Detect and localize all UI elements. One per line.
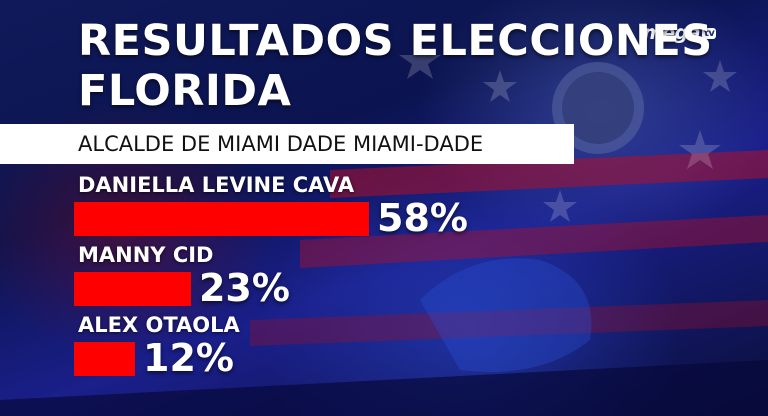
mega-tv-logo: mega tv xyxy=(643,22,717,44)
office-banner: ALCALDE DE MIAMI DADE MIAMI-DADE xyxy=(0,124,574,164)
result-bar xyxy=(74,342,136,376)
candidate-name: MANNY CID xyxy=(78,243,214,267)
candidate-name: ALEX OTAOLA xyxy=(78,313,240,337)
candidate-row: MANNY CID 23% xyxy=(0,242,480,312)
percentage-label: 23% xyxy=(198,266,290,310)
title-line-2: FLORIDA xyxy=(78,66,292,116)
result-bar xyxy=(74,272,191,306)
percentage-label: 12% xyxy=(143,336,234,380)
logo-tv-badge: tv xyxy=(702,28,717,39)
candidate-row: DANIELLA LEVINE CAVA 58% xyxy=(0,172,480,242)
percentage-label: 58% xyxy=(377,196,468,240)
logo-wordmark: mega xyxy=(643,22,701,44)
candidate-name: DANIELLA LEVINE CAVA xyxy=(78,173,355,197)
title-line-1: RESULTADOS ELECCIONES xyxy=(78,16,713,66)
candidate-row: ALEX OTAOLA 12% xyxy=(0,312,480,382)
result-bar xyxy=(74,202,369,236)
page-title: RESULTADOS ELECCIONES FLORIDA xyxy=(78,16,713,116)
